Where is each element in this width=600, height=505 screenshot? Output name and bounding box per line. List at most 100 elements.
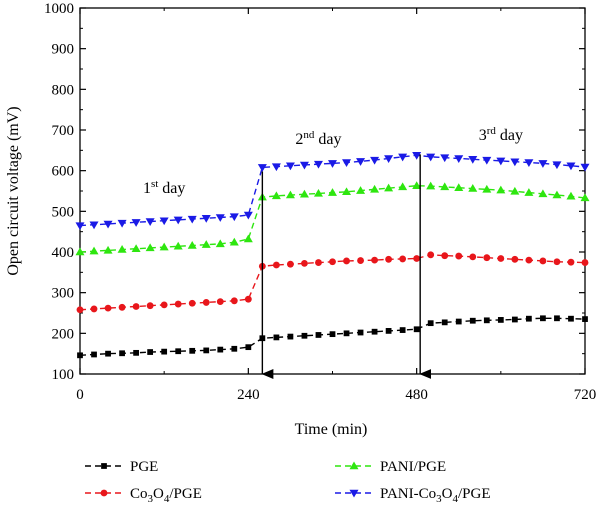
data-point: [202, 299, 210, 306]
data-point: [175, 348, 182, 355]
data-point: [117, 219, 127, 228]
legend-item: PGE: [85, 459, 158, 475]
data-point: [468, 184, 478, 192]
legend-label: PANI/PGE: [380, 459, 446, 475]
data-point: [384, 183, 394, 192]
day-annotation: 3rd day: [479, 125, 523, 144]
data-point: [216, 298, 224, 306]
data-point: [398, 153, 408, 162]
data-point: [469, 253, 477, 261]
data-point: [343, 257, 350, 265]
data-point: [132, 303, 140, 310]
data-point: [496, 157, 506, 166]
data-point: [187, 240, 197, 249]
x-tick-label: 240: [237, 387, 260, 403]
data-point: [285, 190, 295, 199]
data-point: [539, 257, 547, 265]
data-point: [187, 215, 197, 224]
data-point: [118, 303, 126, 311]
data-point: [538, 160, 548, 168]
data-point: [243, 211, 253, 220]
data-point: [413, 326, 420, 333]
data-point: [538, 189, 548, 198]
x-tick-label: 0: [76, 387, 84, 403]
y-tick-label: 1000: [44, 1, 74, 17]
data-point: [441, 252, 449, 260]
data-point: [174, 300, 182, 308]
data-point: [160, 301, 168, 309]
data-point: [552, 190, 562, 199]
data-point: [273, 334, 280, 341]
x-tick-label: 720: [574, 387, 597, 403]
legend-label: PGE: [130, 459, 158, 475]
data-point: [147, 349, 154, 355]
axes: 100 200 300 400 500 600 700 800 900 1000 0 240 480 72…: [44, 1, 596, 403]
data-point: [455, 318, 462, 325]
data-point: [329, 331, 336, 338]
legend-label: PANI-Co3O4/PGE: [380, 486, 491, 505]
data-point: [328, 188, 337, 196]
data-point: [580, 193, 590, 202]
data-point: [553, 258, 561, 266]
annotation-layer: 1st day 2nd day 3rd day: [143, 125, 523, 379]
data-point: [552, 161, 562, 170]
data-point: [454, 183, 464, 191]
data-point: [370, 156, 380, 165]
data-point: [243, 234, 253, 243]
legend-marker: [349, 489, 359, 498]
y-tick-label: 900: [52, 42, 75, 58]
data-point: [103, 220, 113, 229]
day-annotation: 2nd day: [295, 129, 341, 148]
y-tick-label: 200: [52, 326, 75, 342]
data-point: [189, 347, 196, 354]
legend-marker: [349, 461, 359, 470]
y-tick-label: 300: [52, 286, 75, 302]
data-point: [511, 255, 519, 263]
data-point: [119, 350, 125, 357]
series-1: [77, 315, 588, 359]
data-point: [455, 252, 463, 260]
data-point: [201, 215, 211, 223]
data-point: [524, 188, 534, 196]
data-point: [441, 319, 448, 326]
data-point: [356, 186, 366, 194]
data-point: [91, 351, 97, 358]
y-tick-label: 100: [52, 367, 75, 383]
data-point: [271, 163, 281, 172]
data-point: [582, 316, 588, 322]
data-point: [526, 315, 532, 322]
data-point: [356, 158, 366, 166]
data-point: [104, 304, 112, 312]
data-point: [399, 255, 407, 263]
data-point: [370, 184, 380, 193]
y-tick-label: 400: [52, 245, 75, 261]
data-point: [357, 329, 364, 336]
data-point: [440, 182, 450, 191]
data-point: [230, 297, 238, 305]
data-point: [482, 184, 492, 193]
data-point: [301, 259, 308, 267]
data-point: [244, 295, 252, 303]
data-point: [103, 245, 113, 254]
data-point: [77, 352, 83, 359]
y-tick-label: 600: [52, 164, 75, 180]
data-point: [173, 216, 183, 225]
data-point: [105, 350, 111, 357]
data-point: [173, 241, 183, 250]
legend-item: Co3O4/PGE: [85, 486, 202, 505]
data-point: [313, 160, 323, 169]
data-point: [215, 239, 225, 248]
data-point: [371, 328, 378, 335]
legend-marker: [100, 489, 108, 497]
data-point: [315, 332, 322, 338]
data-point: [412, 151, 422, 160]
data-point: [469, 317, 476, 324]
data-point: [203, 347, 210, 354]
data-point: [426, 153, 436, 162]
y-tick-label: 800: [52, 82, 75, 98]
data-point: [468, 156, 478, 164]
data-point: [188, 299, 196, 307]
series-3: [75, 181, 590, 256]
data-point: [131, 244, 141, 252]
data-point: [229, 213, 239, 222]
